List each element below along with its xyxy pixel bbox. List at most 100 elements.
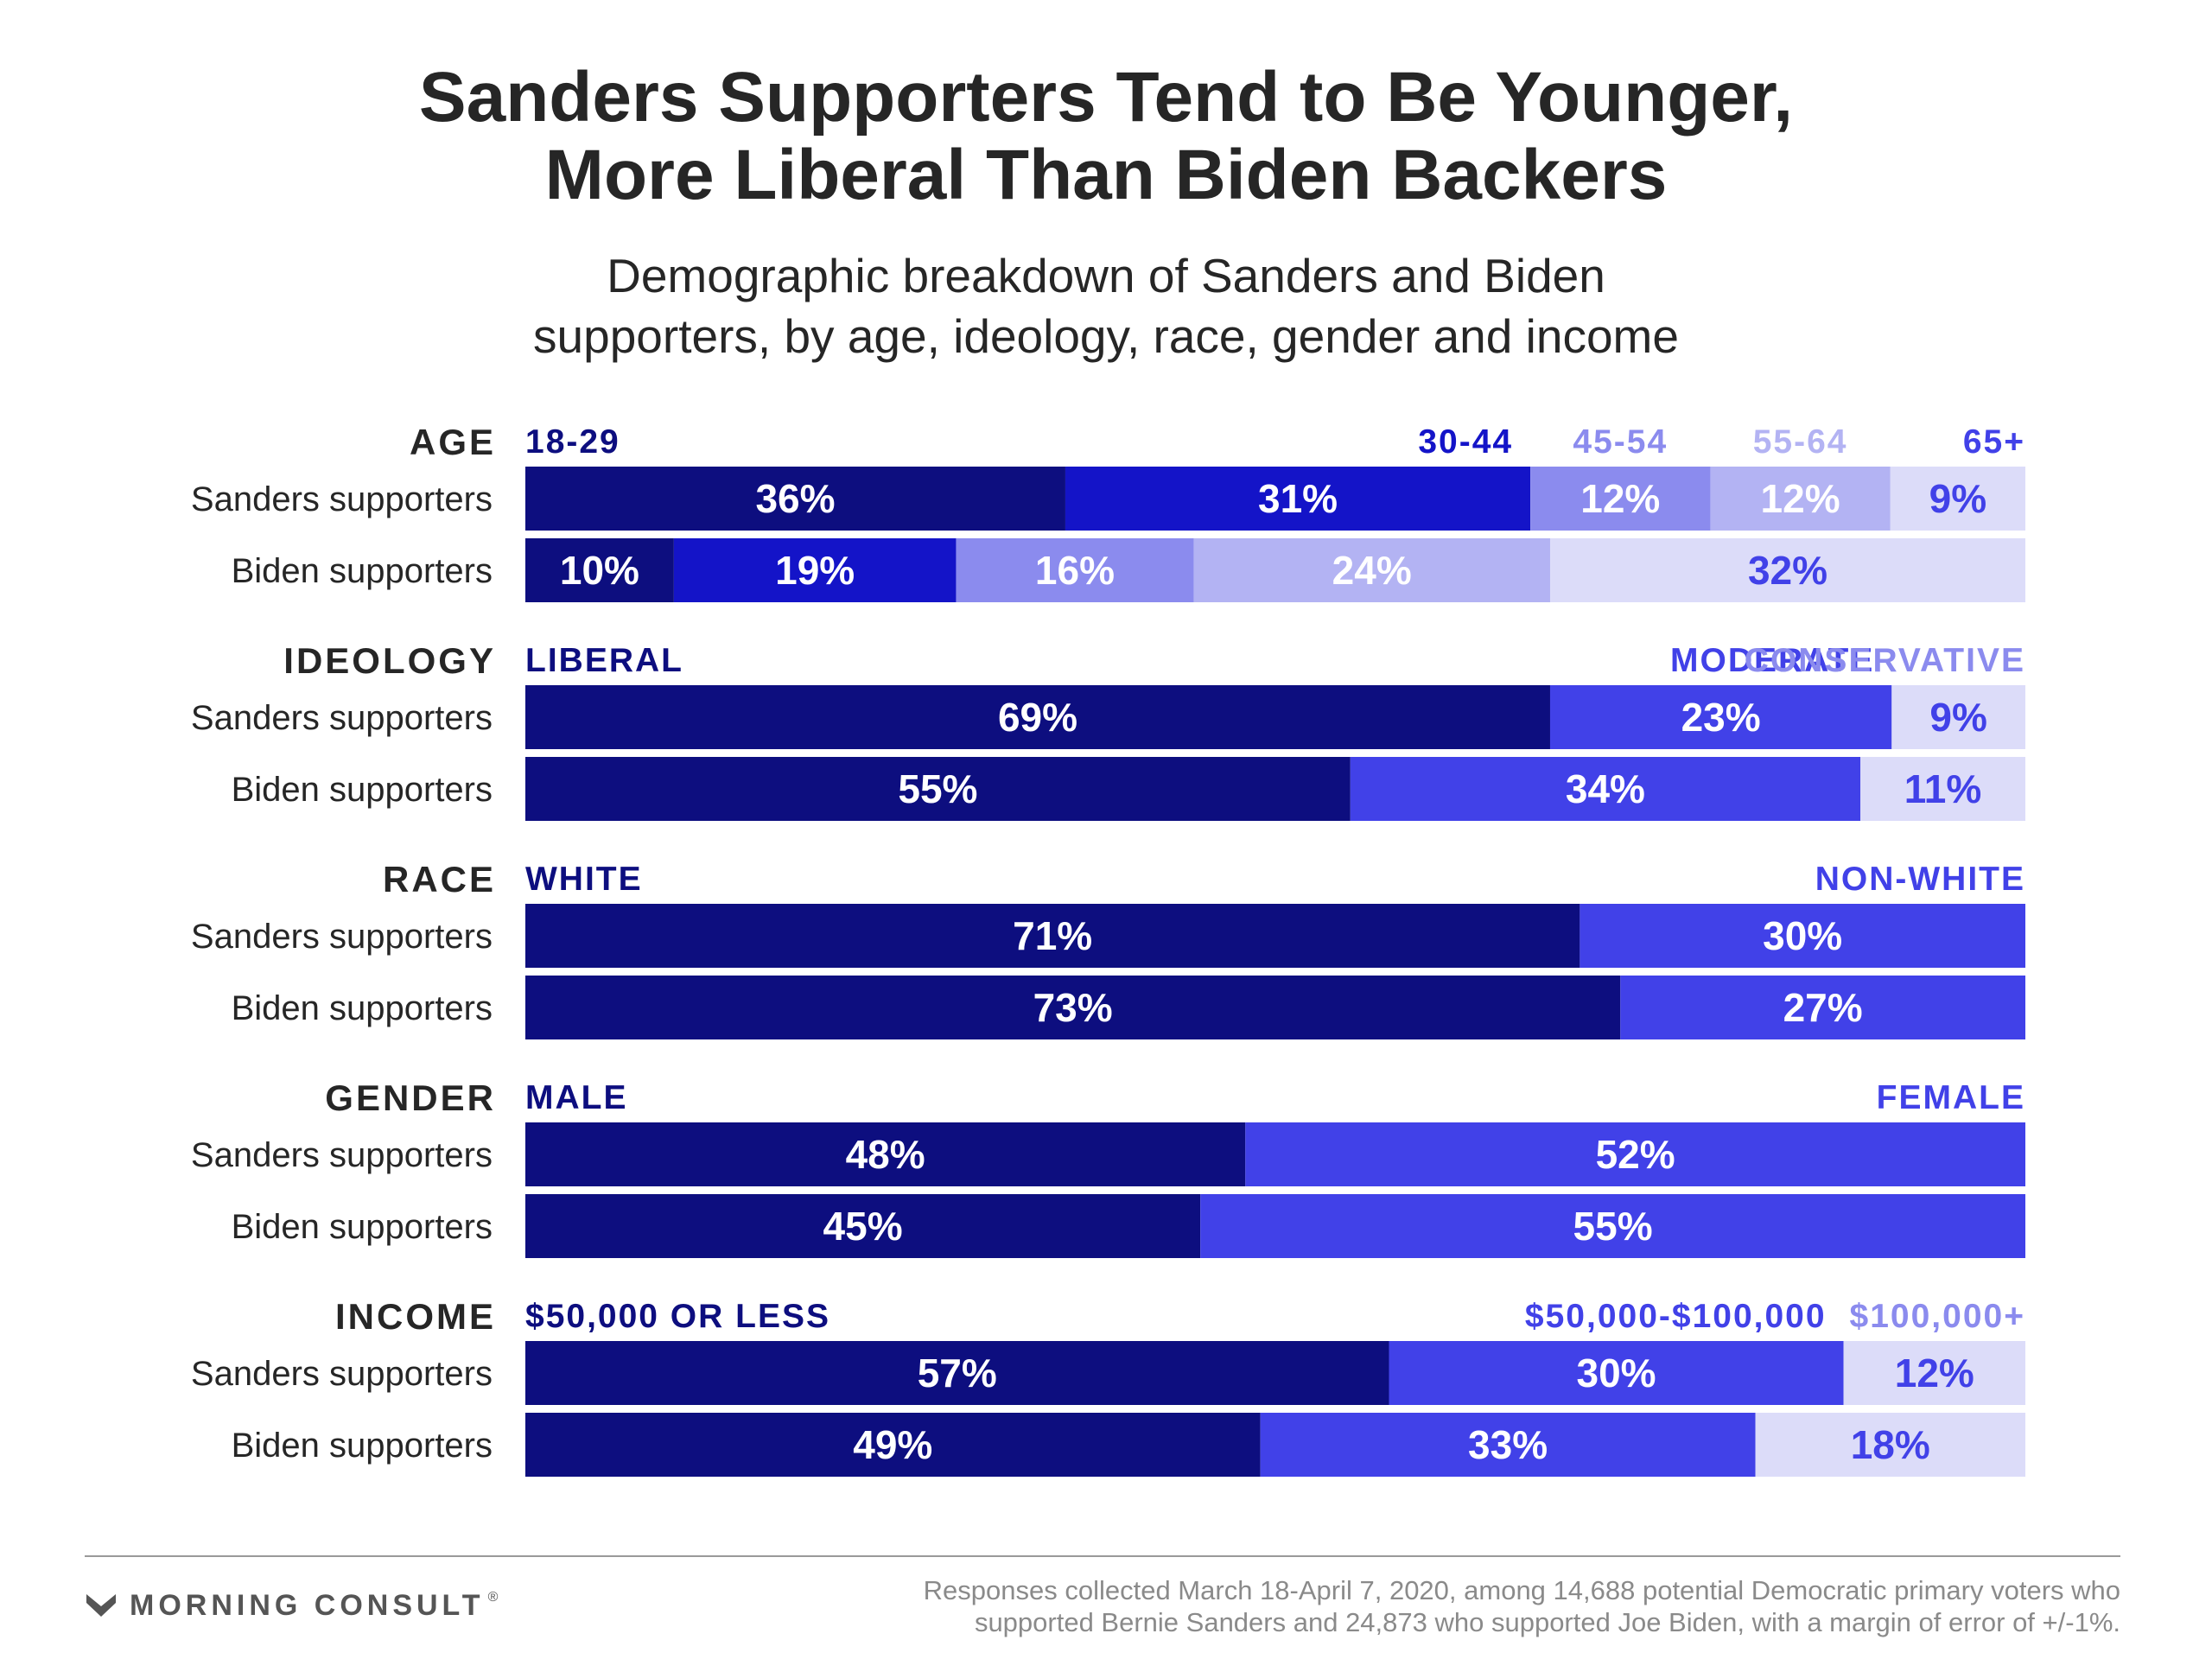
bar-segment-age-biden-1 <box>673 538 957 602</box>
data-label-income-biden-2: 18% <box>1851 1422 1930 1467</box>
bar-segment-ideology-sanders-1 <box>1549 685 1892 749</box>
data-label-age-sanders-0: 36% <box>755 476 835 521</box>
segment-label-gender-0: MALE <box>525 1079 628 1116</box>
morning-consult-chevron-icon <box>85 1591 118 1620</box>
bar-segment-race-sanders-1 <box>1580 904 2025 968</box>
chart-subtitle-line-1: Demographic breakdown of Sanders and Bid… <box>607 249 1605 302</box>
segment-label-age-2: 45-54 <box>1573 423 1668 461</box>
bar-segment-gender-biden-1 <box>1200 1194 2025 1258</box>
segment-label-race-0: WHITE <box>525 861 643 898</box>
bar-segment-gender-sanders-0 <box>525 1122 1246 1186</box>
data-label-income-sanders-0: 57% <box>918 1351 997 1395</box>
bar-segment-age-sanders-3 <box>1710 467 1891 531</box>
bar-segment-race-biden-1 <box>1620 976 2025 1039</box>
row-label-ideology-biden: Biden supporters <box>232 771 493 809</box>
row-label-ideology-sanders: Sanders supporters <box>191 699 493 737</box>
data-label-age-biden-2: 16% <box>1035 548 1115 593</box>
bar-segment-ideology-biden-0 <box>525 757 1351 821</box>
data-label-age-biden-3: 24% <box>1332 548 1412 593</box>
row-label-income-biden: Biden supporters <box>232 1427 493 1465</box>
data-label-gender-biden-1: 55% <box>1573 1204 1653 1249</box>
bar-segment-age-sanders-2 <box>1530 467 1711 531</box>
bar-segment-income-biden-2 <box>1755 1413 2025 1477</box>
data-label-gender-sanders-1: 52% <box>1596 1132 1675 1177</box>
group-label-ideology: IDEOLOGY <box>283 640 496 681</box>
data-label-race-sanders-1: 30% <box>1763 913 1842 958</box>
data-label-age-sanders-1: 31% <box>1258 476 1338 521</box>
bar-segment-age-biden-4 <box>1549 538 2025 602</box>
morning-consult-logo: MORNING CONSULT ® <box>85 1588 498 1623</box>
group-label-income: INCOME <box>335 1296 496 1337</box>
bar-segment-age-biden-3 <box>1193 538 1550 602</box>
data-label-race-sanders-0: 71% <box>1013 913 1092 958</box>
row-label-income-sanders: Sanders supporters <box>191 1355 493 1393</box>
bar-segment-income-biden-0 <box>525 1413 1261 1477</box>
data-label-gender-biden-0: 45% <box>823 1204 903 1249</box>
footer-note-line-1: Responses collected March 18-April 7, 20… <box>923 1575 2120 1605</box>
row-label-gender-biden: Biden supporters <box>232 1208 493 1246</box>
data-label-ideology-sanders-2: 9% <box>1929 695 1986 740</box>
trademark-sign: ® <box>487 1590 499 1605</box>
bar-segment-ideology-sanders-0 <box>525 685 1550 749</box>
group-label-gender: GENDER <box>325 1077 496 1118</box>
logo-text: MORNING CONSULT <box>130 1588 485 1622</box>
data-label-age-sanders-2: 12% <box>1580 476 1660 521</box>
stacked-bar-chart: AGE 18-29 30-44 45-54 55-64 65+ Sanders suppor… <box>191 422 2025 1477</box>
data-label-income-sanders-2: 12% <box>1895 1351 1974 1395</box>
data-label-age-biden-4: 32% <box>1748 548 1827 593</box>
footer-note-line-2: supported Bernie Sanders and 24,873 who … <box>974 1607 2120 1637</box>
data-label-income-biden-1: 33% <box>1468 1422 1548 1467</box>
segment-label-age-1: 30-44 <box>1418 423 1513 461</box>
group-label-age: AGE <box>410 422 496 462</box>
data-label-income-biden-0: 49% <box>853 1422 932 1467</box>
chart-title-line-2: More Liberal Than Biden Backers <box>544 136 1668 214</box>
data-label-ideology-biden-1: 34% <box>1566 766 1645 811</box>
data-label-ideology-biden-0: 55% <box>898 766 977 811</box>
segment-label-ideology-1: MODERATE <box>1670 642 1874 679</box>
segment-label-income-2: $100,000+ <box>1850 1298 2025 1335</box>
data-label-gender-sanders-0: 48% <box>846 1132 925 1177</box>
row-label-race-biden: Biden supporters <box>232 989 493 1027</box>
data-label-income-sanders-1: 30% <box>1577 1351 1656 1395</box>
data-label-ideology-biden-2: 11% <box>1904 766 1982 811</box>
bar-segment-gender-biden-0 <box>525 1194 1201 1258</box>
row-label-age-biden: Biden supporters <box>232 552 493 590</box>
segment-label-race-1: NON-WHITE <box>1815 861 2025 898</box>
bar-segment-ideology-sanders-2 <box>1891 685 2025 749</box>
bar-segment-income-sanders-0 <box>525 1341 1389 1405</box>
segment-label-income-0: $50,000 OR LESS <box>525 1298 830 1335</box>
data-label-ideology-sanders-0: 69% <box>998 695 1077 740</box>
bar-segment-age-biden-0 <box>525 538 674 602</box>
data-label-race-biden-0: 73% <box>1033 985 1113 1030</box>
data-label-ideology-sanders-1: 23% <box>1681 695 1761 740</box>
bar-segment-ideology-biden-1 <box>1350 757 1861 821</box>
chart-title-line-1: Sanders Supporters Tend to Be Younger, <box>418 58 1794 137</box>
footer-divider <box>85 1555 2120 1557</box>
data-label-age-sanders-3: 12% <box>1761 476 1840 521</box>
segment-label-age-0: 18-29 <box>525 423 620 461</box>
chart-subtitle: Demographic breakdown of Sanders and Bid… <box>0 245 2212 366</box>
segment-label-ideology-2: CONSERVATIVE <box>1745 642 2025 679</box>
segment-label-gender-1: FEMALE <box>1877 1079 2025 1116</box>
data-label-age-biden-1: 19% <box>775 548 855 593</box>
group-label-race: RACE <box>383 859 496 899</box>
bar-segment-ideology-biden-2 <box>1860 757 2025 821</box>
bar-segment-age-sanders-0 <box>525 467 1065 531</box>
row-label-race-sanders: Sanders supporters <box>191 918 493 956</box>
bar-segment-gender-sanders-1 <box>1245 1122 2025 1186</box>
chart-title: Sanders Supporters Tend to Be Younger, M… <box>0 59 2212 214</box>
data-label-age-biden-0: 10% <box>560 548 639 593</box>
bar-segment-age-sanders-4 <box>1890 467 2025 531</box>
bar-segment-race-biden-0 <box>525 976 1621 1039</box>
segment-label-age-3: 55-64 <box>1753 423 1848 461</box>
data-label-race-biden-1: 27% <box>1783 985 1863 1030</box>
bar-segment-income-sanders-1 <box>1389 1341 1844 1405</box>
bar-segment-income-biden-1 <box>1260 1413 1756 1477</box>
bar-segment-age-sanders-1 <box>1065 467 1531 531</box>
data-label-age-sanders-4: 9% <box>1929 476 1986 521</box>
row-label-gender-sanders: Sanders supporters <box>191 1136 493 1174</box>
segment-label-ideology-0: LIBERAL <box>525 642 683 679</box>
bar-segment-income-sanders-2 <box>1843 1341 2025 1405</box>
bar-segment-race-sanders-0 <box>525 904 1580 968</box>
row-label-age-sanders: Sanders supporters <box>191 480 493 518</box>
